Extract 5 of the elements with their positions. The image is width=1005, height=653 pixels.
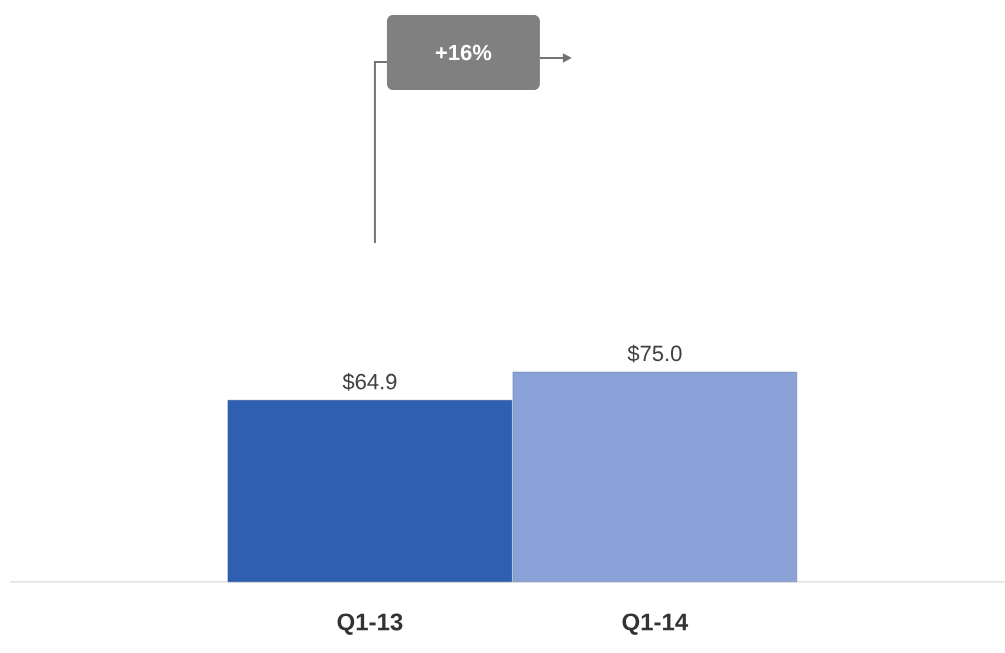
text: +16%	[435, 44, 492, 61]
x-tick-label: Q1-13	[337, 613, 403, 635]
data-label: $75.0	[627, 344, 682, 363]
data-label: $64.9	[342, 373, 397, 391]
x-tick-label: Q1-14	[622, 613, 689, 635]
